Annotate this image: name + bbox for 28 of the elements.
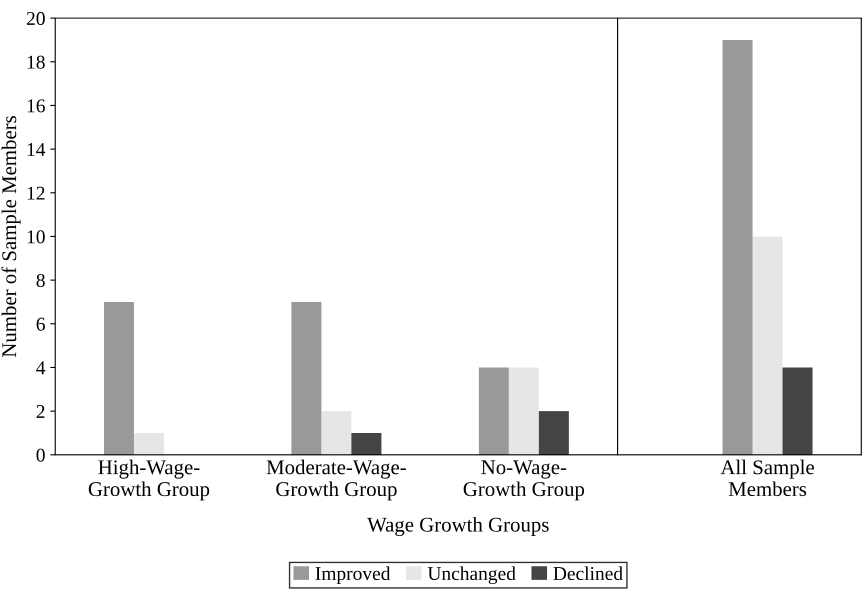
legend-label: Unchanged (428, 566, 516, 584)
y-tick-label: 10 (28, 230, 45, 244)
y-tick-label: 4 (36, 361, 46, 374)
y-tick-label: 8 (36, 274, 45, 288)
bar (134, 432, 164, 455)
x-tick-label: No-Wage- Growth Group (464, 460, 584, 500)
x-axis-title: Wage Growth Groups (367, 517, 549, 536)
bar (104, 302, 134, 455)
bar (508, 367, 539, 455)
y-tick-label: 12 (28, 186, 44, 200)
x-tick-label: All Sample Members (720, 460, 814, 496)
legend-label: Declined (553, 566, 623, 580)
y-tick-label: 16 (28, 99, 45, 112)
x-tick-label: Moderate-Wage- Growth Group (266, 460, 406, 500)
y-axis-title: Number of Sample Members (1, 116, 21, 358)
y-tick-label: 20 (26, 12, 45, 26)
bar (351, 432, 382, 455)
y-tick-label: 0 (36, 448, 45, 462)
y-tick-label: 6 (36, 318, 45, 331)
bar (538, 411, 569, 455)
bar (291, 302, 322, 455)
legend-label: Improved (316, 566, 390, 584)
y-tick-label: 2 (36, 405, 44, 418)
y-tick-label: 18 (28, 56, 45, 69)
bar (321, 411, 352, 455)
bar (478, 367, 509, 455)
y-tick-label: 14 (28, 143, 46, 156)
x-tick-label: High-Wage- Growth Group (88, 460, 210, 500)
